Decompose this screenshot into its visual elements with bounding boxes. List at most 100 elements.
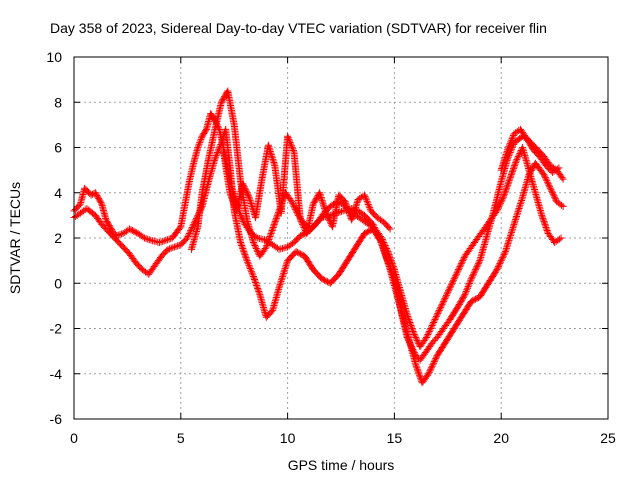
data-point-track-b bbox=[251, 277, 259, 285]
data-point-track-b bbox=[239, 246, 247, 254]
data-point-track-c bbox=[428, 321, 436, 329]
data-point-track-c bbox=[435, 308, 443, 316]
data-point-track-a bbox=[468, 273, 476, 281]
x-tick-label: 5 bbox=[177, 430, 185, 446]
data-point-track-c bbox=[430, 317, 438, 325]
data-point-track-b bbox=[425, 368, 433, 376]
data-point-track-b bbox=[280, 268, 288, 276]
data-point-track-c bbox=[459, 255, 467, 263]
data-point-track-c bbox=[492, 208, 500, 216]
data-point-track-c bbox=[454, 266, 462, 274]
data-point-track-d bbox=[242, 187, 250, 195]
data-point-track-b bbox=[508, 228, 516, 236]
data-point-track-b bbox=[250, 275, 258, 283]
data-point-track-b bbox=[164, 245, 172, 253]
data-point-track-b bbox=[412, 362, 420, 370]
data-point-track-c bbox=[495, 202, 503, 210]
data-point-track-a bbox=[130, 227, 138, 235]
data-point-track-b bbox=[551, 195, 559, 203]
data-point-track-c bbox=[542, 223, 550, 231]
data-point-track-b bbox=[430, 358, 438, 366]
data-point-track-a bbox=[470, 269, 478, 277]
data-point-track-a bbox=[469, 270, 477, 278]
data-point-track-d bbox=[299, 222, 307, 230]
data-point-track-b bbox=[281, 266, 289, 274]
data-point-track-b bbox=[503, 241, 511, 249]
data-point-track-c bbox=[439, 299, 447, 307]
data-point-track-b bbox=[548, 189, 556, 197]
data-point-track-a bbox=[116, 231, 124, 239]
data-point-track-b bbox=[540, 171, 548, 179]
data-point-track-a bbox=[142, 235, 150, 243]
data-point-track-c bbox=[266, 232, 274, 240]
data-point-track-c bbox=[542, 222, 550, 230]
data-point-track-b bbox=[242, 254, 250, 262]
data-point-track-d bbox=[323, 211, 331, 219]
data-point-track-b bbox=[187, 225, 195, 233]
data-point-track-c bbox=[425, 328, 433, 336]
data-point-track-c bbox=[448, 279, 456, 287]
data-point-track-c bbox=[508, 168, 516, 176]
data-point-track-a bbox=[298, 231, 306, 239]
data-point-track-c bbox=[387, 257, 395, 265]
data-point-track-c bbox=[502, 186, 510, 194]
x-tick-label: 0 bbox=[70, 430, 78, 446]
data-point-track-c bbox=[441, 294, 449, 302]
data-point-track-b bbox=[249, 272, 257, 280]
data-point-track-b bbox=[278, 274, 286, 282]
data-point-track-c bbox=[431, 315, 439, 323]
data-point-track-b bbox=[238, 243, 246, 251]
data-point-track-c bbox=[503, 183, 511, 191]
data-point-track-b bbox=[253, 282, 261, 290]
data-point-track-d bbox=[366, 204, 374, 212]
data-point-track-b bbox=[499, 254, 507, 262]
data-point-track-b bbox=[237, 240, 245, 248]
x-tick-label: 25 bbox=[600, 430, 616, 446]
y-tick-label: 6 bbox=[54, 140, 62, 156]
data-point-track-b bbox=[295, 249, 303, 257]
data-point-track-d bbox=[299, 220, 307, 228]
data-point-track-c bbox=[406, 320, 414, 328]
data-point-track-b bbox=[506, 233, 514, 241]
data-point-track-a bbox=[466, 278, 474, 286]
data-point-track-d bbox=[343, 202, 351, 210]
data-point-track-c bbox=[271, 217, 279, 225]
data-point-track-c bbox=[413, 337, 421, 345]
data-point-track-d bbox=[229, 196, 237, 204]
data-point-track-d bbox=[343, 204, 351, 212]
data-point-track-c bbox=[514, 153, 522, 161]
data-point-track-c bbox=[438, 300, 446, 308]
data-point-track-b bbox=[543, 177, 551, 185]
data-point-track-b bbox=[174, 242, 182, 250]
data-point-track-b bbox=[211, 155, 219, 163]
data-point-track-b bbox=[517, 198, 525, 206]
data-point-track-a bbox=[163, 236, 171, 244]
data-point-track-c bbox=[505, 178, 513, 186]
data-point-track-c bbox=[405, 317, 413, 325]
data-point-track-d bbox=[229, 198, 237, 206]
data-point-track-c bbox=[544, 228, 552, 236]
data-point-track-d bbox=[504, 146, 512, 154]
data-point-track-b bbox=[515, 204, 523, 212]
data-point-track-d bbox=[243, 189, 251, 197]
data-point-track-a bbox=[128, 226, 136, 234]
data-point-track-c bbox=[429, 320, 437, 328]
data-point-track-b bbox=[214, 148, 222, 156]
data-point-track-b bbox=[413, 364, 421, 372]
data-point-track-c bbox=[504, 181, 512, 189]
data-point-track-c bbox=[501, 189, 509, 197]
data-point-track-d bbox=[289, 146, 297, 154]
data-point-track-b bbox=[507, 230, 515, 238]
data-point-track-c bbox=[433, 311, 441, 319]
data-point-track-c bbox=[500, 190, 508, 198]
data-point-track-b bbox=[279, 271, 287, 279]
data-point-track-a bbox=[145, 236, 153, 244]
data-point-track-d bbox=[226, 190, 234, 198]
data-point-track-a bbox=[252, 233, 260, 241]
data-point-track-c bbox=[262, 243, 270, 251]
data-point-track-a bbox=[463, 284, 471, 292]
data-point-track-c bbox=[265, 234, 273, 242]
data-point-track-b bbox=[509, 225, 517, 233]
data-point-track-c bbox=[271, 219, 279, 227]
data-point-track-c bbox=[507, 172, 515, 180]
